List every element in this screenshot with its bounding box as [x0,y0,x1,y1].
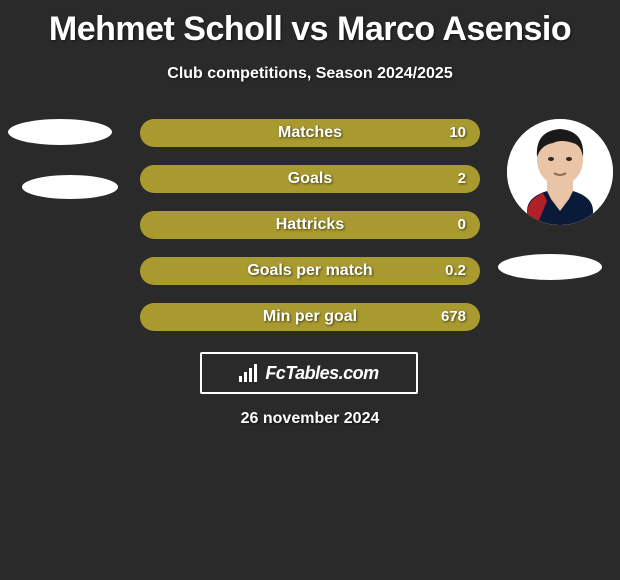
stat-bar-hattricks: Hattricks 0 [140,211,480,239]
bars-icon [239,364,259,382]
footer-logo-box: FcTables.com [200,352,418,394]
stat-label: Goals per match [140,257,480,285]
left-ellipse-1 [8,119,112,145]
stat-bar-matches: Matches 10 [140,119,480,147]
player-right-portrait-icon [507,119,613,225]
stat-label: Matches [140,119,480,147]
date-label: 26 november 2024 [0,410,620,428]
stat-value-right: 0 [458,211,466,239]
stat-label: Goals [140,165,480,193]
page-title: Mehmet Scholl vs Marco Asensio [0,0,620,49]
stat-bar-gpm: Goals per match 0.2 [140,257,480,285]
left-ellipse-2 [22,175,118,199]
stat-bar-mpg: Min per goal 678 [140,303,480,331]
stat-value-right: 678 [441,303,466,331]
avatar-right [507,119,613,225]
stat-value-right: 2 [458,165,466,193]
footer-logo-text: FcTables.com [265,363,378,384]
stat-value-right: 10 [449,119,466,147]
right-ellipse-1 [498,254,602,280]
stat-label: Hattricks [140,211,480,239]
stat-bars: Matches 10 Goals 2 Hattricks 0 Goals per… [140,119,480,349]
stat-bar-goals: Goals 2 [140,165,480,193]
subtitle: Club competitions, Season 2024/2025 [0,65,620,83]
stat-value-right: 0.2 [445,257,466,285]
stat-label: Min per goal [140,303,480,331]
